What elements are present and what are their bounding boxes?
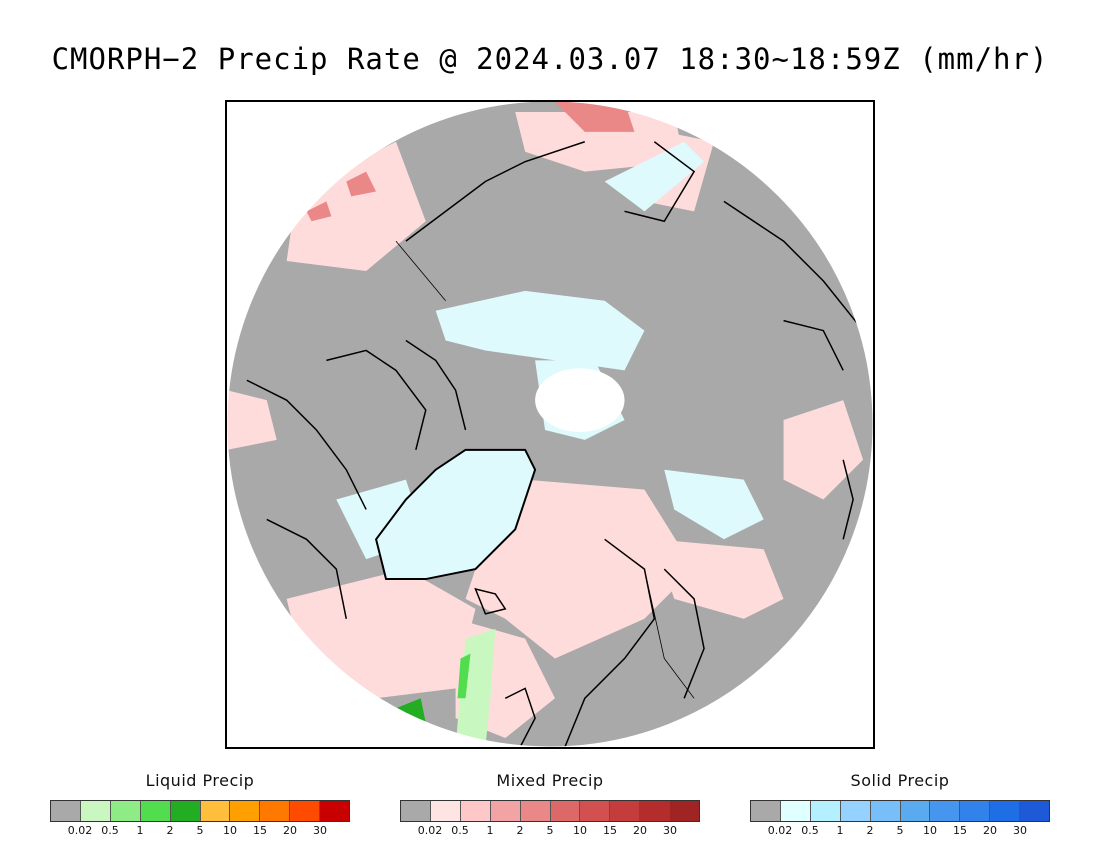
tick-label: 1: [836, 824, 844, 837]
tick-label: 0.02: [417, 824, 443, 837]
legend-ticks: 0.02 0.5 1 2 5 10 15 20 30: [50, 824, 350, 840]
legend-mixed: Mixed Precip 0.02 0.5 1 2 5 10 15 20 30: [400, 770, 700, 840]
tick-label: 1: [136, 824, 144, 837]
swatch: [430, 801, 461, 821]
tick-label: 2: [866, 824, 874, 837]
tick-label: 0.5: [801, 824, 819, 837]
swatch: [460, 801, 491, 821]
swatch: [870, 801, 901, 821]
tick-label: 20: [633, 824, 647, 837]
swatch: [670, 801, 700, 821]
tick-label: 15: [253, 824, 267, 837]
legend-ticks: 0.02 0.5 1 2 5 10 15 20 30: [750, 824, 1050, 840]
swatch: [990, 801, 1021, 821]
tick-label: 10: [573, 824, 587, 837]
tick-label: 1: [486, 824, 494, 837]
swatch: [51, 801, 81, 821]
tick-label: 5: [896, 824, 904, 837]
legend-liquid: Liquid Precip 0.02 0.5 1 2 5 10 15 20 30: [50, 770, 350, 840]
page-title: CMORPH−2 Precip Rate @ 2024.03.07 18:30~…: [51, 42, 1049, 76]
greenland-icon: [374, 448, 537, 581]
tick-label: 30: [663, 824, 677, 837]
tick-label: 0.5: [451, 824, 469, 837]
swatch: [960, 801, 991, 821]
mixed-precip-moderate: [306, 102, 635, 222]
borders: [395, 240, 695, 699]
polar-map: [227, 102, 873, 747]
swatch: [1020, 801, 1050, 821]
tick-label: 10: [223, 824, 237, 837]
legend-solid: Solid Precip 0.02 0.5 1 2 5 10 15 20 30: [750, 770, 1050, 840]
swatch: [320, 801, 350, 821]
legend-ticks: 0.02 0.5 1 2 5 10 15 20 30: [400, 824, 700, 840]
swatch: [290, 801, 321, 821]
tick-label: 20: [283, 824, 297, 837]
legend-title: Solid Precip: [850, 771, 950, 790]
swatch: [900, 801, 931, 821]
tick-label: 15: [603, 824, 617, 837]
pole-hole: [535, 368, 625, 432]
tick-label: 0.5: [101, 824, 119, 837]
tick-label: 5: [546, 824, 554, 837]
swatch: [401, 801, 431, 821]
tick-label: 0.02: [767, 824, 793, 837]
swatch: [230, 801, 261, 821]
legend-swatches: [50, 800, 350, 822]
legend-title: Mixed Precip: [496, 771, 604, 790]
tick-label: 10: [923, 824, 937, 837]
swatch: [520, 801, 551, 821]
swatch: [550, 801, 581, 821]
swatch: [110, 801, 141, 821]
swatch: [140, 801, 171, 821]
map-frame[interactable]: [225, 100, 875, 749]
swatch: [260, 801, 291, 821]
legend-title: Liquid Precip: [145, 771, 255, 790]
swatch: [930, 801, 961, 821]
coastlines: [246, 141, 864, 747]
tick-label: 15: [953, 824, 967, 837]
swatch: [840, 801, 871, 821]
tick-label: 20: [983, 824, 997, 837]
swatch: [580, 801, 611, 821]
swatch: [170, 801, 201, 821]
legend-swatches: [400, 800, 700, 822]
tick-label: 2: [166, 824, 174, 837]
swatch: [490, 801, 521, 821]
swatch: [640, 801, 671, 821]
swatch: [80, 801, 111, 821]
tick-label: 30: [313, 824, 327, 837]
tick-label: 5: [196, 824, 204, 837]
swatch: [200, 801, 231, 821]
legend-swatches: [750, 800, 1050, 822]
tick-label: 2: [516, 824, 524, 837]
swatch: [751, 801, 781, 821]
swatch: [610, 801, 641, 821]
tick-label: 30: [1013, 824, 1027, 837]
swatch: [810, 801, 841, 821]
swatch: [780, 801, 811, 821]
tick-label: 0.02: [67, 824, 93, 837]
